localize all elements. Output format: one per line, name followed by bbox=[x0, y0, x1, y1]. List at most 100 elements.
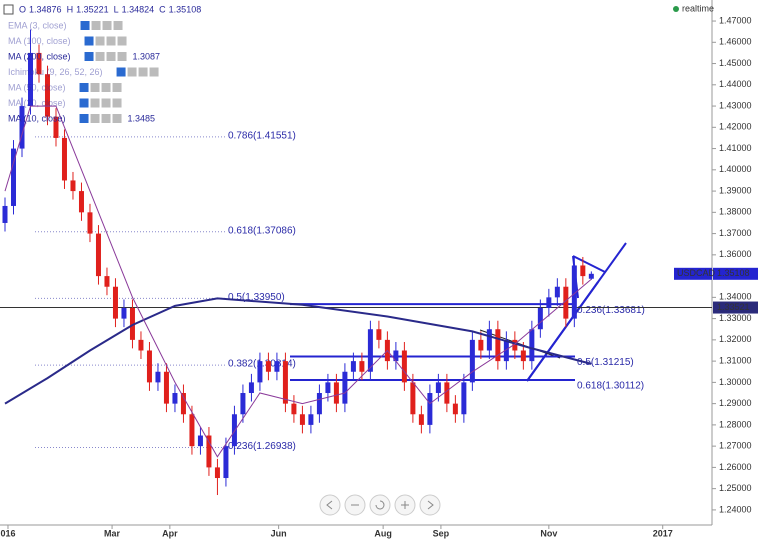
indicator-button[interactable] bbox=[112, 83, 122, 92]
y-tick-label: 1.28000 bbox=[719, 419, 752, 429]
indicator-button[interactable] bbox=[91, 21, 101, 30]
candle-body bbox=[461, 382, 467, 415]
candle-body bbox=[248, 382, 254, 394]
indicator-button[interactable] bbox=[95, 52, 105, 61]
indicator-button[interactable] bbox=[117, 52, 127, 61]
indicator-button[interactable] bbox=[117, 36, 127, 46]
collapse-icon[interactable] bbox=[3, 4, 14, 15]
candle-body bbox=[503, 339, 509, 362]
indicator-button[interactable] bbox=[101, 83, 111, 92]
y-tick-label: 1.27000 bbox=[719, 441, 752, 451]
ohlc-value: 1.35108 bbox=[169, 4, 202, 14]
indicator-name: MA (20, close) bbox=[8, 98, 66, 108]
candle-body bbox=[223, 446, 229, 479]
y-tick-label: 1.34000 bbox=[719, 292, 752, 302]
indicator-button[interactable] bbox=[79, 98, 89, 108]
y-tick-label: 1.25000 bbox=[719, 483, 752, 493]
candle-body bbox=[367, 329, 373, 372]
y-tick-label: 1.36000 bbox=[719, 249, 752, 259]
candle-body bbox=[435, 382, 441, 394]
candle-body bbox=[350, 361, 356, 372]
candle-body bbox=[478, 339, 484, 351]
candle-body bbox=[537, 307, 543, 330]
y-tick-label: 1.46000 bbox=[719, 37, 752, 47]
candle-body bbox=[112, 286, 118, 319]
indicator-value: 1.3485 bbox=[128, 113, 156, 123]
candle-body bbox=[452, 403, 458, 415]
indicator-button[interactable] bbox=[84, 52, 94, 61]
x-tick-label: Sep bbox=[433, 528, 450, 538]
candle-body bbox=[495, 329, 501, 362]
indicator-button[interactable] bbox=[127, 67, 137, 77]
candle-body bbox=[44, 74, 50, 117]
scroll-right-button[interactable] bbox=[419, 494, 441, 516]
candle-body bbox=[308, 414, 314, 425]
indicator-button[interactable] bbox=[113, 21, 123, 30]
candle-body bbox=[155, 371, 161, 383]
scroll-left-button[interactable] bbox=[319, 494, 341, 516]
y-tick-label: 1.42000 bbox=[719, 122, 752, 132]
indicator-button[interactable] bbox=[101, 114, 111, 123]
moving-average bbox=[4, 297, 592, 405]
x-tick-label: Nov bbox=[540, 528, 557, 538]
candle-body bbox=[427, 393, 433, 425]
fib-label: 0.5(1.31215) bbox=[577, 357, 634, 368]
candle-body bbox=[563, 286, 569, 319]
candle-body bbox=[274, 361, 280, 372]
symbol-tag bbox=[674, 267, 712, 280]
ohlc-label: O bbox=[19, 4, 26, 14]
indicator-button[interactable] bbox=[79, 114, 89, 123]
candle-body bbox=[571, 265, 577, 319]
indicator-button[interactable] bbox=[106, 36, 116, 46]
fib-label: 0.236(1.33681) bbox=[577, 305, 645, 316]
candle-body bbox=[342, 371, 348, 404]
ohlc-label: C bbox=[159, 4, 166, 14]
indicator-name: MA (10, close) bbox=[8, 113, 66, 123]
candle-body bbox=[444, 382, 450, 404]
candle-body bbox=[257, 361, 263, 383]
candle-body bbox=[325, 382, 331, 394]
candle-body bbox=[410, 382, 416, 415]
candle-body bbox=[163, 371, 169, 404]
candle-body bbox=[138, 339, 144, 351]
candle-body bbox=[512, 339, 518, 351]
indicator-button[interactable] bbox=[112, 98, 122, 108]
reset-button[interactable] bbox=[369, 494, 391, 516]
indicator-button[interactable] bbox=[138, 67, 148, 77]
indicator-button[interactable] bbox=[90, 98, 100, 108]
candle-body bbox=[189, 414, 195, 447]
candle-body bbox=[214, 467, 220, 479]
candle-body bbox=[486, 329, 492, 351]
indicator-button[interactable] bbox=[79, 83, 89, 92]
ohlc-value: 1.34876 bbox=[29, 4, 62, 14]
y-tick-label: 1.41000 bbox=[719, 143, 752, 153]
candle-body bbox=[53, 116, 59, 138]
candle-body bbox=[316, 393, 322, 415]
candle-body bbox=[529, 329, 535, 362]
candle-body bbox=[546, 297, 552, 308]
indicator-button[interactable] bbox=[90, 114, 100, 123]
indicator-button[interactable] bbox=[95, 36, 105, 46]
fib-label: 0.618(1.30112) bbox=[577, 381, 644, 392]
indicator-button[interactable] bbox=[84, 36, 94, 46]
y-tick-label: 1.44000 bbox=[719, 79, 752, 89]
indicator-button[interactable] bbox=[112, 114, 122, 123]
ohlc-value: 1.35221 bbox=[76, 4, 109, 14]
indicator-button[interactable] bbox=[80, 21, 90, 30]
indicator-button[interactable] bbox=[90, 83, 100, 92]
candle-body bbox=[2, 205, 8, 223]
candle-body bbox=[231, 414, 237, 447]
indicator-button[interactable] bbox=[102, 21, 112, 30]
candle-body bbox=[19, 106, 25, 149]
candle-body bbox=[580, 265, 586, 277]
y-tick-label: 1.26000 bbox=[719, 462, 752, 472]
indicator-button[interactable] bbox=[106, 52, 116, 61]
indicator-button[interactable] bbox=[116, 67, 126, 77]
candle-body bbox=[197, 435, 203, 447]
ohlc-value: 1.34824 bbox=[122, 4, 155, 14]
y-tick-label: 1.37000 bbox=[719, 228, 752, 238]
indicator-name: MA (200, close) bbox=[8, 51, 71, 61]
indicator-button[interactable] bbox=[149, 67, 159, 77]
candle-body bbox=[469, 339, 475, 383]
indicator-button[interactable] bbox=[101, 98, 111, 108]
